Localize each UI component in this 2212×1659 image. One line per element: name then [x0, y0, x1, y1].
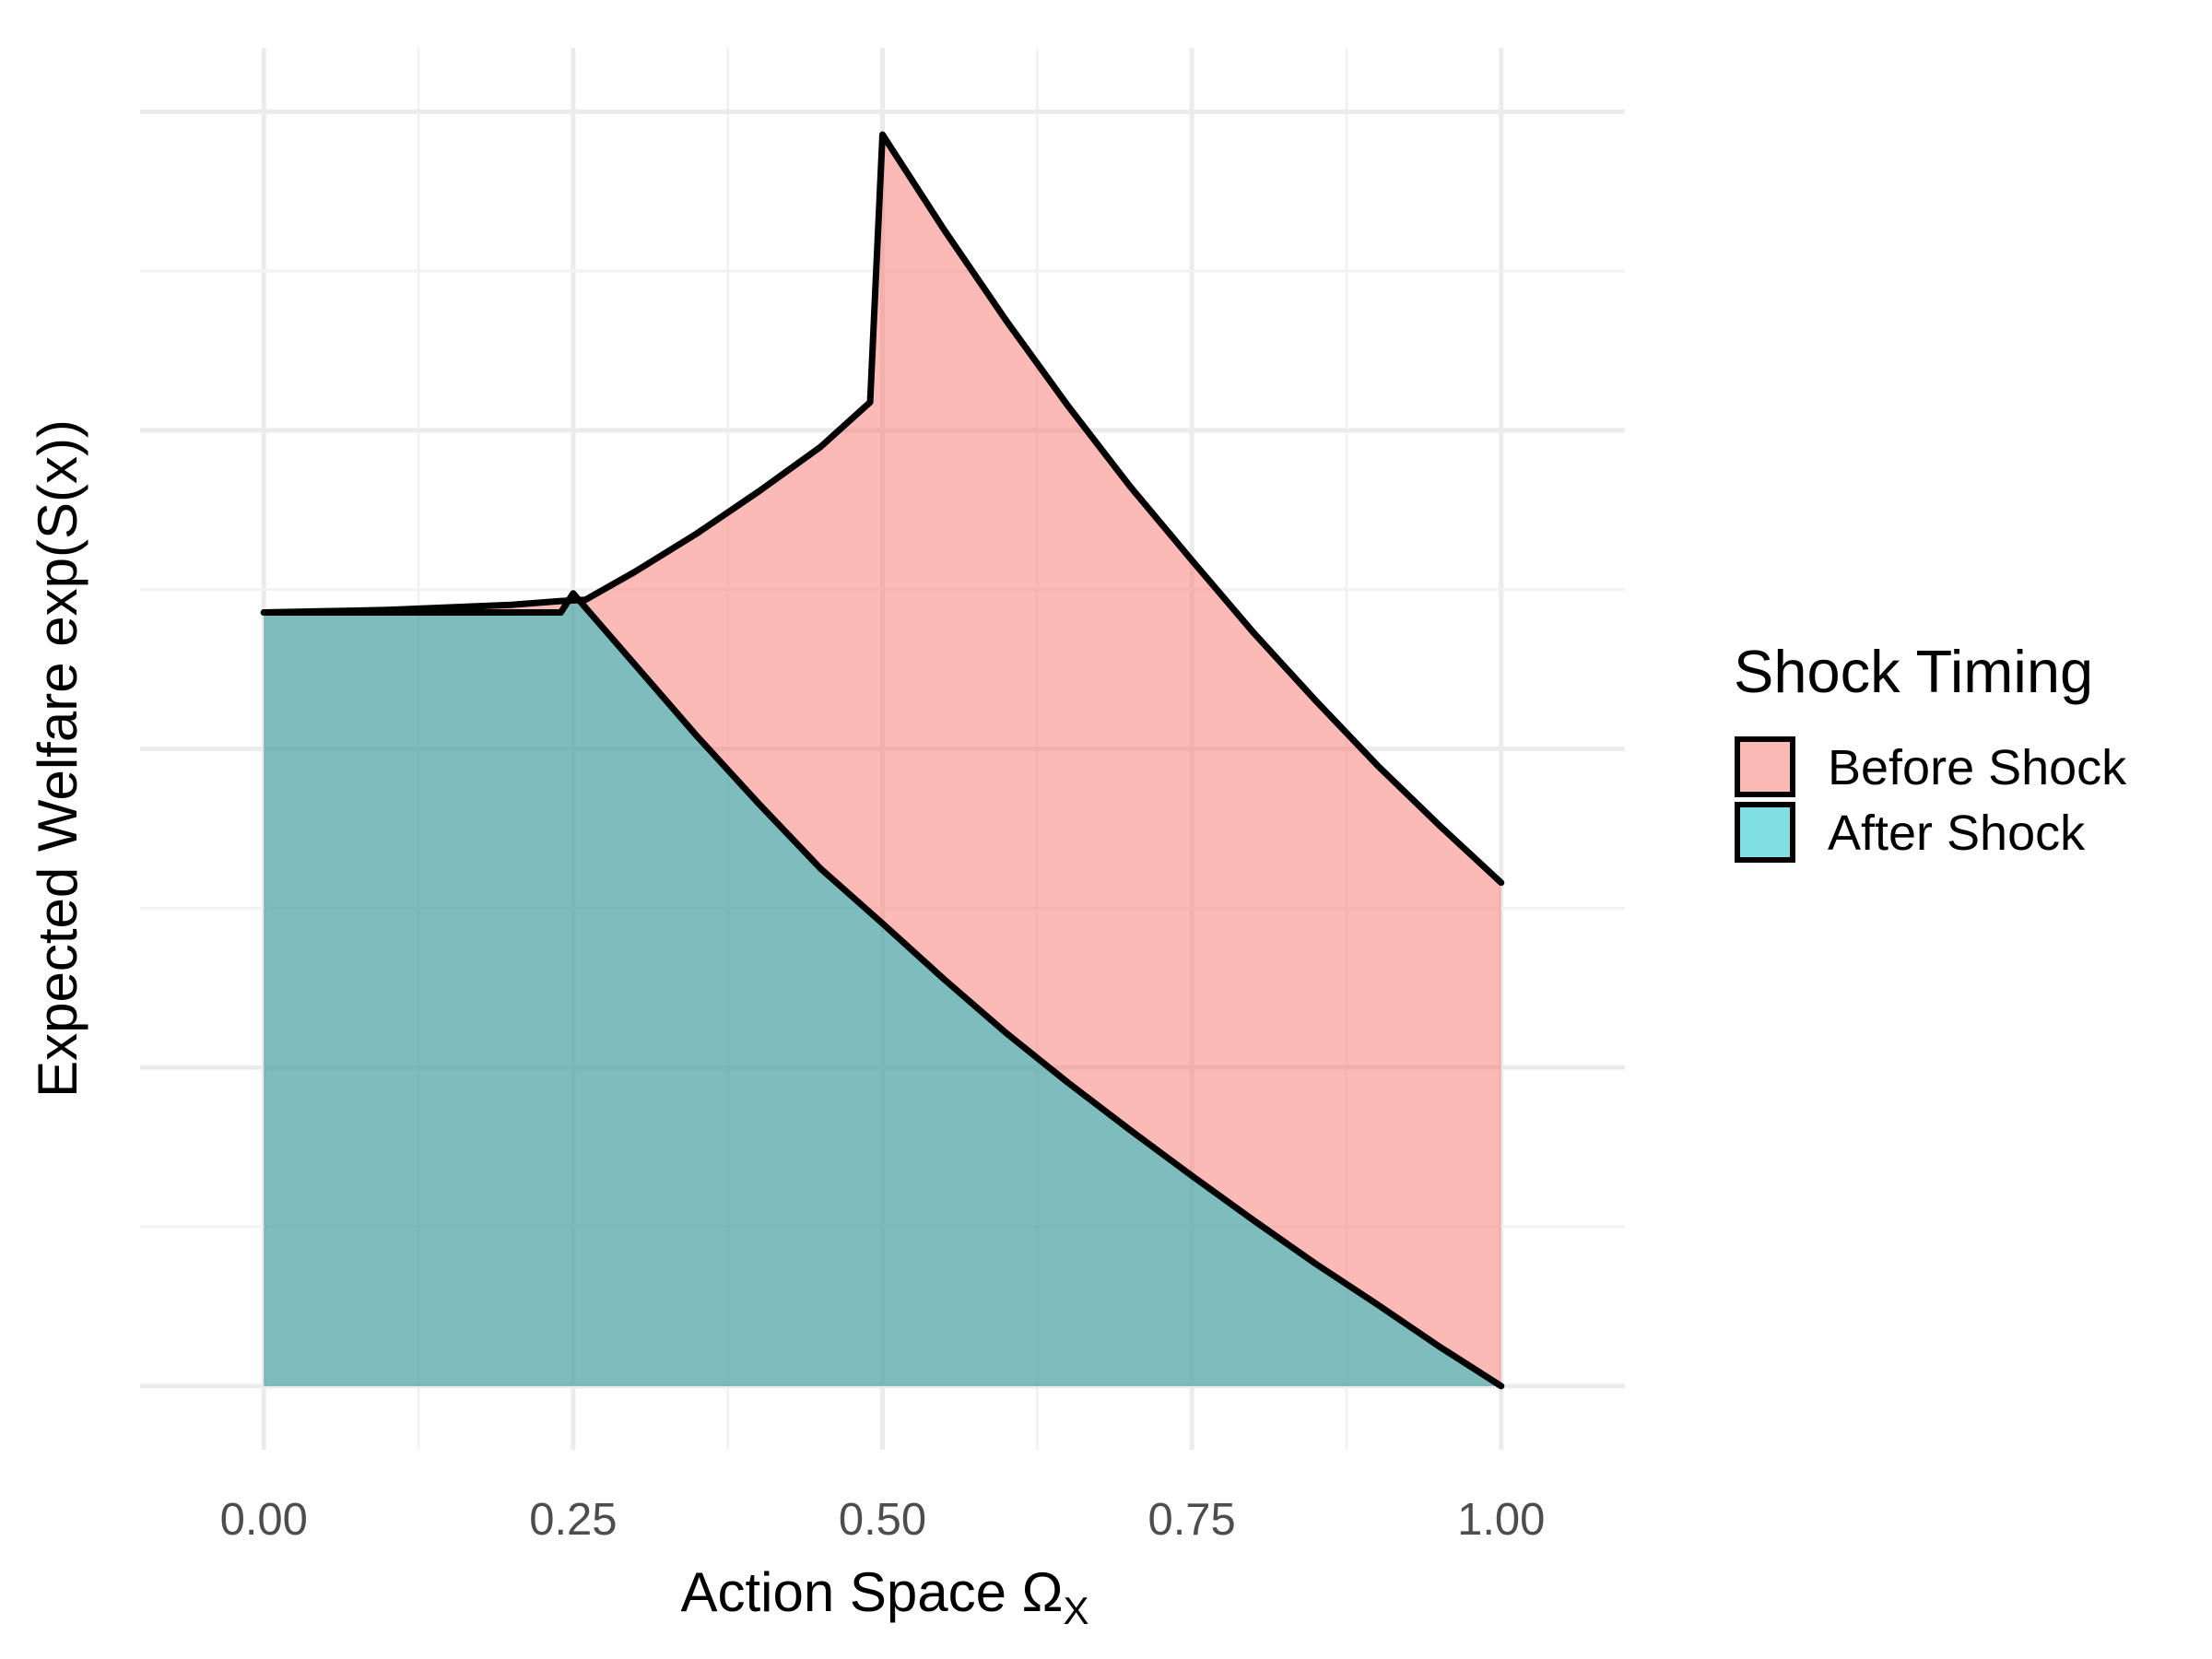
- legend-label: After Shock: [1828, 806, 2086, 861]
- legend-key: [1735, 736, 1795, 797]
- legend-key: [1735, 802, 1795, 863]
- legend-label: Before Shock: [1828, 740, 2127, 795]
- legend-title: Shock Timing: [1734, 638, 2093, 705]
- legend-item: Before Shock: [1735, 736, 2127, 797]
- y-axis-title: Expected Welfare exp(S(x)): [27, 419, 88, 1098]
- x-tick-label: 0.50: [839, 1495, 926, 1545]
- area-fills: [264, 135, 1501, 1386]
- x-tick-label: 1.00: [1457, 1495, 1545, 1545]
- x-axis-title-text: Action Space Ω: [680, 1561, 1063, 1623]
- line-before-shock: [260, 131, 1505, 887]
- x-tick-labels: 0.00 0.25 0.50 0.75 1.00: [220, 1495, 1546, 1545]
- x-axis-title-subscript: X: [1064, 1589, 1089, 1632]
- legend-item: After Shock: [1735, 802, 2086, 863]
- series-lines: [260, 131, 1505, 1390]
- x-tick-label: 0.25: [529, 1495, 617, 1545]
- area-after-shock: [264, 593, 1501, 1386]
- line-after-shock: [260, 590, 1505, 1390]
- legend-items: Before Shock After Shock: [1735, 736, 2127, 863]
- x-tick-label: 0.00: [220, 1495, 308, 1545]
- x-axis-title: Action Space ΩX: [680, 1561, 1088, 1632]
- x-tick-label: 0.75: [1147, 1495, 1235, 1545]
- legend: Shock Timing Before Shock After Shock: [1734, 638, 2127, 863]
